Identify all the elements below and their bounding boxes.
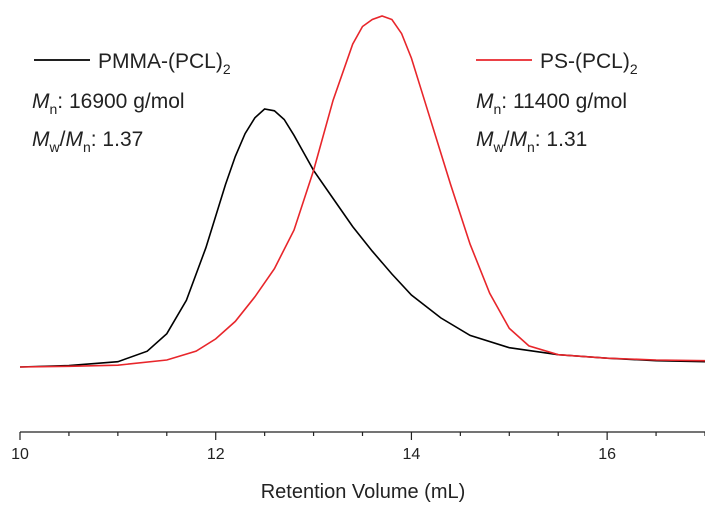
x-ticks: 10 12 14 16 (11, 432, 705, 463)
legend-label-pmma-pcl2: PMMA-(PCL)2 (98, 50, 231, 77)
mn-annotation-ps-pcl2: Mn: 11400 g/mol (476, 90, 627, 117)
legend-entry-pmma-pcl2: PMMA-(PCL)2 Mn: 16900 g/mol Mw/Mn: 1.37 (32, 50, 231, 155)
x-tick-label: 12 (207, 446, 225, 463)
mn-annotation-pmma-pcl2: Mn: 16900 g/mol (32, 90, 185, 117)
series-line-ps-pcl2 (19, 15, 705, 368)
plot-area (19, 15, 705, 368)
dispersity-annotation-ps-pcl2: Mw/Mn: 1.31 (476, 128, 587, 155)
legend-label-ps-pcl2: PS-(PCL)2 (540, 50, 638, 77)
dispersity-annotation-pmma-pcl2: Mw/Mn: 1.37 (32, 128, 143, 155)
x-axis: 10 12 14 16 Retention Volume (mL) (11, 431, 705, 503)
x-axis-title: Retention Volume (mL) (261, 481, 466, 503)
x-tick-label: 10 (11, 446, 29, 463)
series-line-pmma-pcl2 (19, 108, 705, 368)
legend-entry-ps-pcl2: PS-(PCL)2 Mn: 11400 g/mol Mw/Mn: 1.31 (476, 50, 638, 155)
x-tick-label: 14 (403, 446, 421, 463)
x-tick-label: 16 (598, 446, 616, 463)
